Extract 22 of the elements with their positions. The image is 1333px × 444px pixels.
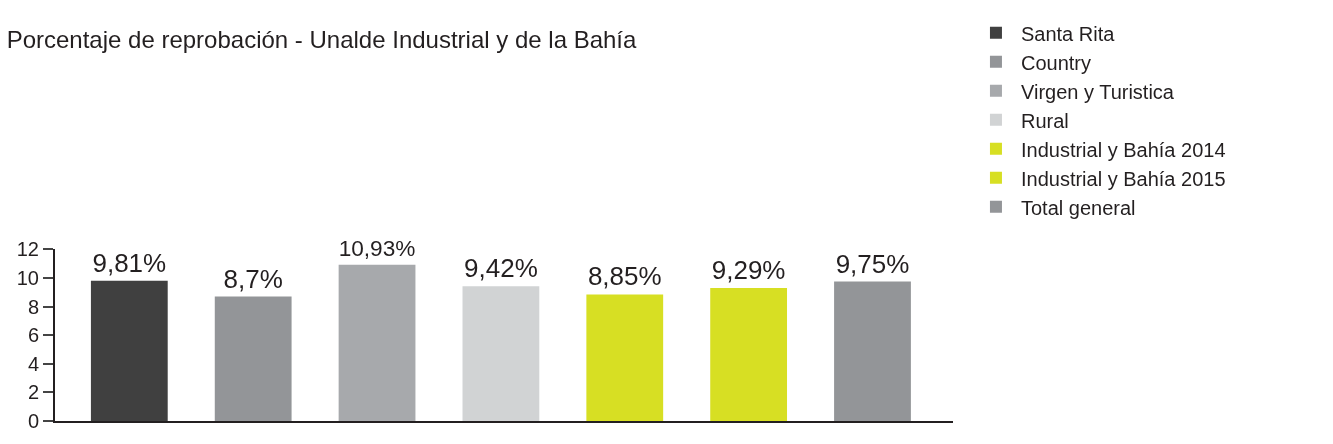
- data-label: 10,93%: [338, 236, 416, 262]
- data-label: 8,7%: [223, 263, 283, 294]
- y-tick-label: 2: [27, 381, 39, 404]
- legend-label: Rural: [1020, 109, 1069, 132]
- data-label: 9,75%: [835, 248, 910, 279]
- legend-label: Virgen y Turistica: [1020, 80, 1175, 103]
- data-label: 9,42%: [464, 253, 538, 284]
- legend-label: Industrial y Bahía 2015: [1020, 167, 1226, 190]
- legend-label: Santa Rita: [1020, 22, 1116, 45]
- chart-title: Porcentaje de reprobación - Unalde Industrial y de la Bahía: [6, 25, 638, 53]
- y-tick-label: 8: [27, 295, 39, 318]
- y-tick-label: 12: [16, 238, 39, 261]
- legend-label: Total general: [1020, 196, 1136, 219]
- y-tick-label: 4: [27, 352, 39, 375]
- data-label: 9,81%: [92, 247, 167, 278]
- y-tick-label: 0: [27, 410, 39, 432]
- data-label: 8,85%: [587, 261, 662, 292]
- legend-label: Industrial y Bahía 2014: [1020, 138, 1226, 161]
- data-label: 9,29%: [711, 255, 786, 286]
- y-tick-label: 10: [16, 266, 39, 289]
- y-tick-label: 6: [27, 324, 39, 347]
- legend-label: Country: [1020, 51, 1091, 74]
